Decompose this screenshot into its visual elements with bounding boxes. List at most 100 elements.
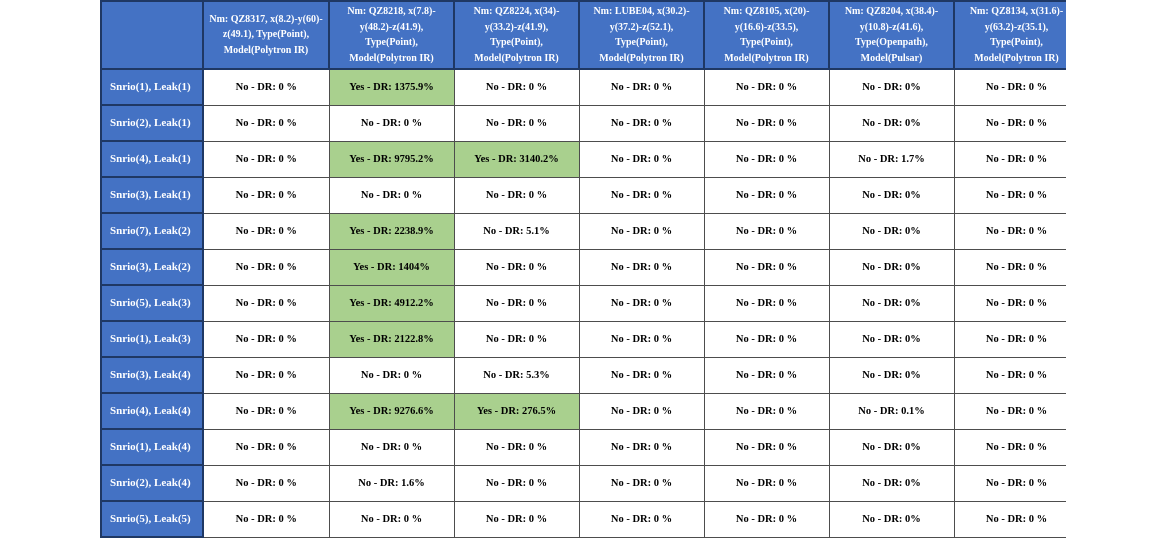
data-cell: No - DR: 0 % xyxy=(202,140,330,178)
detected-cell: Yes - DR: 2122.8% xyxy=(328,320,455,358)
table-row: Snrio(1), Leak(3) No - DR: 0 % Yes - DR: 2… xyxy=(100,320,1066,358)
row-header: Snrio(3), Leak(1) xyxy=(100,176,204,214)
data-cell: No - DR: 0 % xyxy=(578,104,705,142)
data-cell: No - DR: 0 % xyxy=(328,500,455,538)
column-header: Nm: QZ8105, x(20)-y(16.6)-z(33.5), Type(… xyxy=(703,0,830,70)
table-row: Snrio(3), Leak(2) No - DR: 0 % Yes - DR: 1… xyxy=(100,248,1066,286)
table-row: Snrio(4), Leak(4) No - DR: 0 % Yes - DR: 9… xyxy=(100,392,1066,430)
data-cell: No - DR: 0 % xyxy=(703,212,830,250)
data-cell: No - DR: 0 % xyxy=(953,68,1066,106)
row-header: Snrio(5), Leak(3) xyxy=(100,284,204,322)
data-cell: No - DR: 0 % xyxy=(578,464,705,502)
data-cell: No - DR: 0 % xyxy=(578,68,705,106)
data-cell: No - DR: 0 % xyxy=(953,176,1066,214)
data-cell: No - DR: 0 % xyxy=(202,104,330,142)
data-cell: No - DR: 0 % xyxy=(953,248,1066,286)
detected-cell: Yes - DR: 1404% xyxy=(328,248,455,286)
table-container: Nm: QZ8317, x(8.2)-y(60)-z(49.1), Type(P… xyxy=(100,0,1066,540)
data-cell: No - DR: 0 % xyxy=(328,356,455,394)
detected-cell: Yes - DR: 3140.2% xyxy=(453,140,580,178)
data-cell: No - DR: 0 % xyxy=(453,464,580,502)
data-cell: No - DR: 0 % xyxy=(453,176,580,214)
data-cell: No - DR: 0 % xyxy=(202,212,330,250)
data-cell: No - DR: 0% xyxy=(828,428,955,466)
data-cell: No - DR: 0 % xyxy=(453,104,580,142)
table-body: Snrio(1), Leak(1) No - DR: 0 % Yes - DR: 1… xyxy=(100,68,1066,538)
data-cell: No - DR: 0 % xyxy=(703,104,830,142)
data-cell: No - DR: 0 % xyxy=(953,500,1066,538)
detected-cell: Yes - DR: 2238.9% xyxy=(328,212,455,250)
table-row: Snrio(5), Leak(3) No - DR: 0 % Yes - DR: 4… xyxy=(100,284,1066,322)
data-cell: No - DR: 0 % xyxy=(202,500,330,538)
data-cell: No - DR: 0 % xyxy=(578,212,705,250)
data-cell: No - DR: 0 % xyxy=(328,428,455,466)
data-cell: No - DR: 0 % xyxy=(578,284,705,322)
data-cell: No - DR: 0 % xyxy=(953,428,1066,466)
data-cell: No - DR: 0% xyxy=(828,68,955,106)
data-cell: No - DR: 0 % xyxy=(703,428,830,466)
row-header: Snrio(4), Leak(4) xyxy=(100,392,204,430)
data-cell: No - DR: 0% xyxy=(828,212,955,250)
column-header: Nm: QZ8224, x(34)-y(33.2)-z(41.9), Type(… xyxy=(453,0,580,70)
data-cell: No - DR: 0 % xyxy=(453,68,580,106)
header-row: Nm: QZ8317, x(8.2)-y(60)-z(49.1), Type(P… xyxy=(100,0,1066,70)
data-cell: No - DR: 0 % xyxy=(953,140,1066,178)
data-cell: No - DR: 0 % xyxy=(328,104,455,142)
data-cell: No - DR: 0 % xyxy=(703,320,830,358)
data-cell: No - DR: 0 % xyxy=(578,428,705,466)
data-cell: No - DR: 0 % xyxy=(703,392,830,430)
data-cell: No - DR: 0 % xyxy=(703,464,830,502)
data-cell: No - DR: 0 % xyxy=(703,140,830,178)
data-cell: No - DR: 0 % xyxy=(202,428,330,466)
data-cell: No - DR: 0 % xyxy=(578,176,705,214)
detector-leak-detection-table: Nm: QZ8317, x(8.2)-y(60)-z(49.1), Type(P… xyxy=(100,0,1066,538)
column-header: Nm: QZ8218, x(7.8)-y(48.2)-z(41.9), Type… xyxy=(328,0,455,70)
data-cell: No - DR: 0 % xyxy=(953,104,1066,142)
column-header: Nm: QZ8134, x(31.6)-y(63.2)-z(35.1), Typ… xyxy=(953,0,1066,70)
row-header: Snrio(2), Leak(4) xyxy=(100,464,204,502)
data-cell: No - DR: 0% xyxy=(828,356,955,394)
column-header: Nm: QZ8317, x(8.2)-y(60)-z(49.1), Type(P… xyxy=(202,0,330,70)
table-row: Snrio(1), Leak(4) No - DR: 0 % No - DR: 0 … xyxy=(100,428,1066,466)
row-header: Snrio(2), Leak(1) xyxy=(100,104,204,142)
data-cell: No - DR: 0 % xyxy=(953,320,1066,358)
data-cell: No - DR: 0 % xyxy=(578,248,705,286)
table-row: Snrio(4), Leak(1) No - DR: 0 % Yes - DR: 9… xyxy=(100,140,1066,178)
data-cell: No - DR: 1.6% xyxy=(328,464,455,502)
data-cell: No - DR: 0 % xyxy=(578,500,705,538)
data-cell: No - DR: 0 % xyxy=(703,176,830,214)
table-row: Snrio(1), Leak(1) No - DR: 0 % Yes - DR: 1… xyxy=(100,68,1066,106)
corner-cell xyxy=(100,0,204,70)
detected-cell: Yes - DR: 276.5% xyxy=(453,392,580,430)
table-row: Snrio(2), Leak(4) No - DR: 0 % No - DR: 1.… xyxy=(100,464,1066,502)
table-row: Snrio(3), Leak(1) No - DR: 0 % No - DR: 0 … xyxy=(100,176,1066,214)
table-row: Snrio(3), Leak(4) No - DR: 0 % No - DR: 0 … xyxy=(100,356,1066,394)
data-cell: No - DR: 0 % xyxy=(703,284,830,322)
data-cell: No - DR: 0% xyxy=(828,176,955,214)
detected-cell: Yes - DR: 1375.9% xyxy=(328,68,455,106)
data-cell: No - DR: 0 % xyxy=(578,320,705,358)
row-header: Snrio(5), Leak(5) xyxy=(100,500,204,538)
data-cell: No - DR: 1.7% xyxy=(828,140,955,178)
row-header: Snrio(1), Leak(4) xyxy=(100,428,204,466)
data-cell: No - DR: 0 % xyxy=(578,140,705,178)
data-cell: No - DR: 0 % xyxy=(703,68,830,106)
data-cell: No - DR: 5.3% xyxy=(453,356,580,394)
data-cell: No - DR: 0% xyxy=(828,248,955,286)
detected-cell: Yes - DR: 4912.2% xyxy=(328,284,455,322)
detected-cell: Yes - DR: 9795.2% xyxy=(328,140,455,178)
data-cell: No - DR: 0 % xyxy=(578,392,705,430)
row-header: Snrio(4), Leak(1) xyxy=(100,140,204,178)
row-header: Snrio(1), Leak(1) xyxy=(100,68,204,106)
data-cell: No - DR: 0 % xyxy=(202,392,330,430)
data-cell: No - DR: 0 % xyxy=(703,500,830,538)
data-cell: No - DR: 0 % xyxy=(953,356,1066,394)
data-cell: No - DR: 0 % xyxy=(202,320,330,358)
row-header: Snrio(3), Leak(2) xyxy=(100,248,204,286)
data-cell: No - DR: 0 % xyxy=(953,212,1066,250)
data-cell: No - DR: 0 % xyxy=(953,464,1066,502)
data-cell: No - DR: 0 % xyxy=(453,428,580,466)
data-cell: No - DR: 0 % xyxy=(953,284,1066,322)
row-header: Snrio(3), Leak(4) xyxy=(100,356,204,394)
